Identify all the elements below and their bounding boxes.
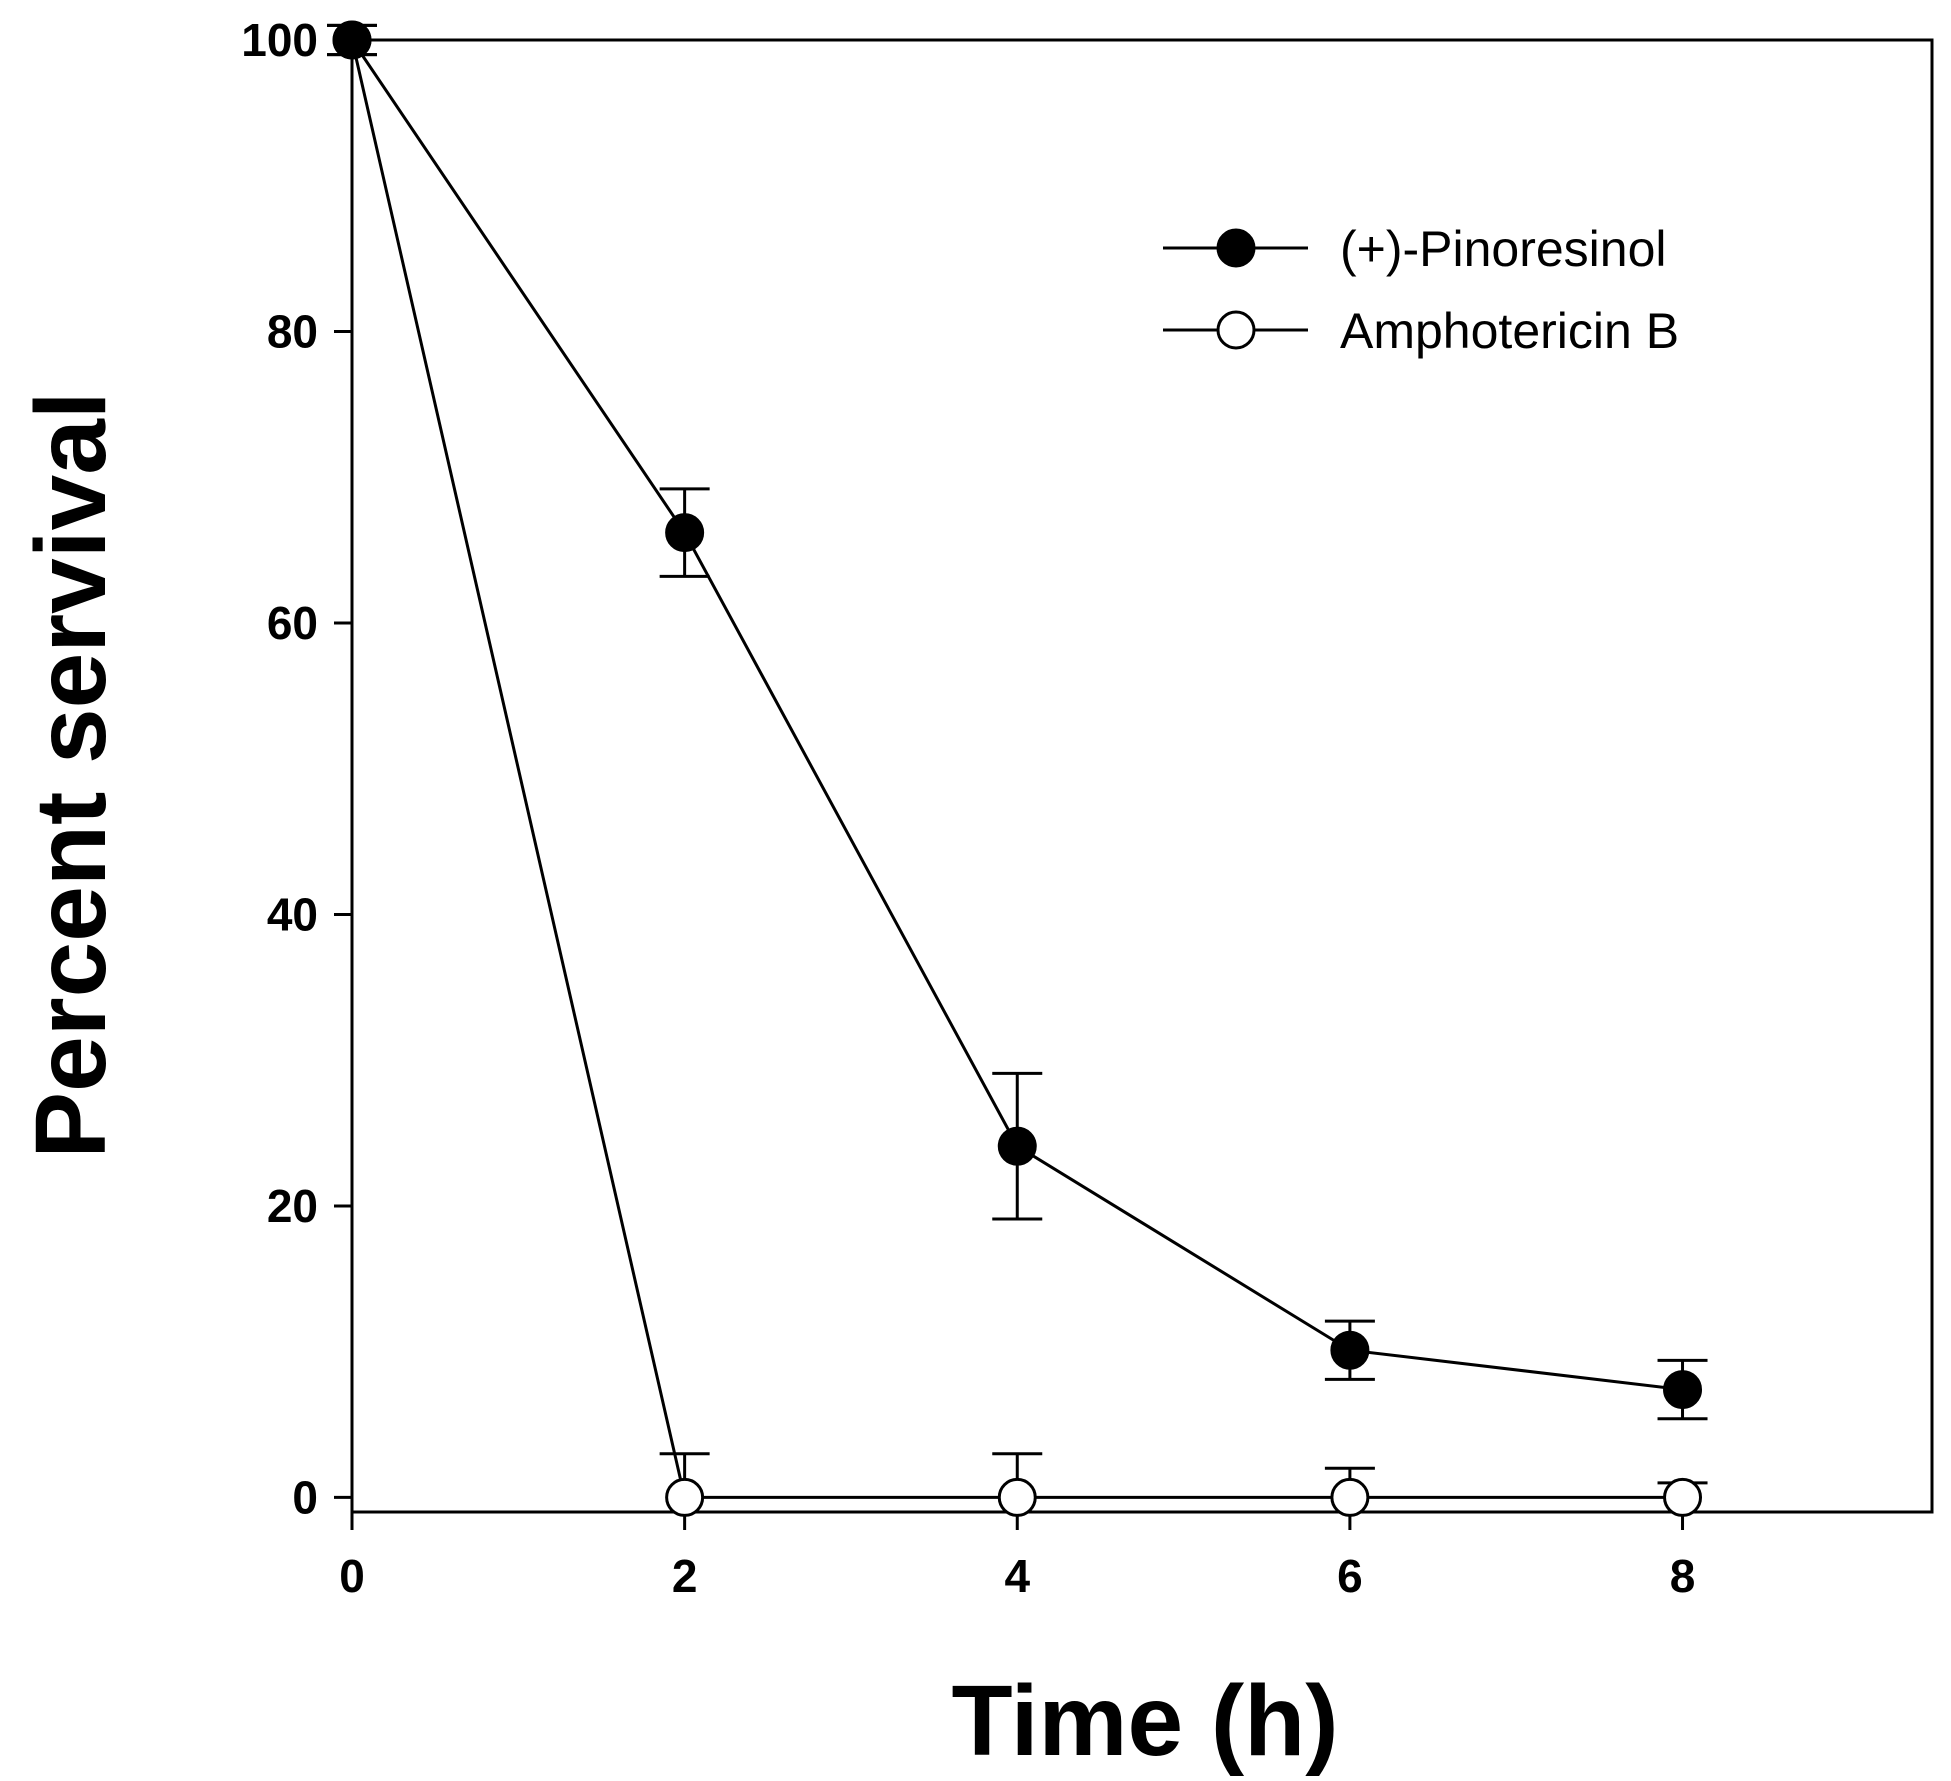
legend-item: Amphotericin B <box>1163 303 1679 359</box>
data-point-filled <box>1330 1330 1370 1370</box>
x-tick-label: 6 <box>1337 1550 1363 1602</box>
series-pinoresinol <box>327 20 1708 1421</box>
y-axis-title: Percent servival <box>15 391 127 1158</box>
y-tick-label: 100 <box>241 14 318 66</box>
x-axis-title: Time (h) <box>951 1665 1338 1777</box>
legend: (+)-Pinoresinol Amphotericin B <box>1163 221 1679 359</box>
data-point-open <box>997 1477 1037 1517</box>
y-tick-label: 40 <box>267 888 318 940</box>
x-axis: 0 2 4 6 8 <box>339 1512 1695 1602</box>
data-point-filled <box>332 20 372 60</box>
x-tick-label: 2 <box>672 1550 698 1602</box>
legend-label: (+)-Pinoresinol <box>1340 221 1667 277</box>
data-point-filled <box>1663 1370 1703 1410</box>
y-tick-label: 80 <box>267 305 318 357</box>
legend-marker-open <box>1216 310 1256 350</box>
y-tick-label: 20 <box>267 1180 318 1232</box>
x-tick-label: 4 <box>1004 1550 1030 1602</box>
data-point-filled <box>997 1126 1037 1166</box>
legend-label: Amphotericin B <box>1340 303 1679 359</box>
y-tick-label: 0 <box>292 1471 318 1523</box>
plot-frame <box>350 38 1934 1514</box>
y-tick-label: 60 <box>267 597 318 649</box>
plot-border <box>350 38 1934 1514</box>
x-tick-label: 8 <box>1670 1550 1696 1602</box>
data-point-open <box>1330 1477 1370 1517</box>
y-axis: 0 20 40 60 80 100 <box>241 14 352 1523</box>
data-point-open <box>1663 1477 1703 1517</box>
data-point-open <box>665 1477 705 1517</box>
data-point-filled <box>665 513 705 553</box>
legend-marker-filled <box>1216 228 1256 268</box>
series-layer <box>327 20 1708 1517</box>
x-tick-label: 0 <box>339 1550 365 1602</box>
legend-item: (+)-Pinoresinol <box>1163 221 1667 277</box>
